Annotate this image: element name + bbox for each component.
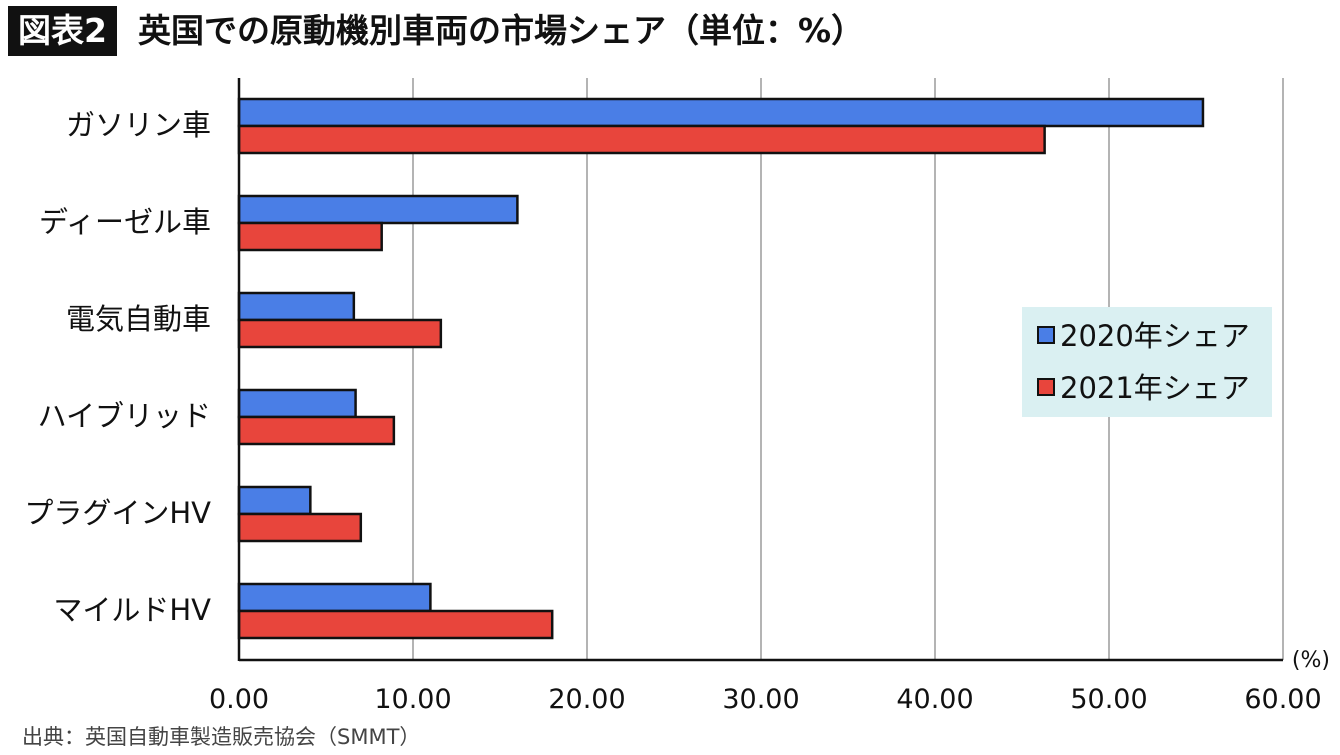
- bar-2021: [237, 609, 554, 640]
- figure-number-badge: 図表2: [8, 6, 117, 56]
- labels: 0.00 10.00 20.00 30.00 40.00 50.00 60.00 ガソリン車デ…: [24, 108, 1330, 715]
- bar-2020: [237, 582, 432, 613]
- x-tick-label: 30.00: [722, 684, 799, 715]
- category-label: ガソリン車: [66, 108, 211, 142]
- x-tick-label: 10.00: [374, 684, 451, 715]
- bar-2021: [237, 512, 363, 543]
- legend-box: [1022, 307, 1272, 417]
- category-label: ハイブリッド: [38, 399, 211, 433]
- category-label: マイルドHV: [53, 593, 211, 627]
- bar-2020: [237, 388, 357, 419]
- x-tick-label: 50.00: [1070, 684, 1147, 715]
- category-label: ディーゼル車: [39, 205, 211, 239]
- source-note: 出典：英国自動車製造販売協会（SMMT）: [22, 725, 421, 749]
- bar-2020: [237, 194, 519, 225]
- x-tick-label: 0.00: [209, 684, 269, 715]
- category-label: 電気自動車: [66, 302, 211, 336]
- bar-2020: [237, 291, 356, 322]
- bars: [237, 97, 1205, 640]
- x-tick-label: 20.00: [548, 684, 625, 715]
- legend-label: 2021年シェア: [1060, 371, 1250, 405]
- chart-title: 英国での原動機別車両の市場シェア（単位：%）: [138, 11, 865, 50]
- legend-swatch: [1037, 378, 1055, 396]
- bar-2020: [237, 485, 312, 516]
- bar-2021: [237, 318, 443, 349]
- legend-label: 2020年シェア: [1060, 319, 1250, 353]
- bar-2021: [237, 415, 396, 446]
- category-label: プラグインHV: [24, 496, 211, 530]
- bar-2021: [237, 221, 383, 252]
- legend: 2020年シェア 2021年シェア: [1022, 307, 1272, 417]
- bar-2021: [237, 124, 1046, 155]
- axes: [237, 78, 1283, 662]
- x-tick-label: 40.00: [896, 684, 973, 715]
- x-tick-label: 60.00: [1244, 684, 1321, 715]
- x-unit-label: (%): [1292, 648, 1330, 673]
- bar-2020: [237, 97, 1205, 128]
- legend-swatch: [1037, 326, 1055, 344]
